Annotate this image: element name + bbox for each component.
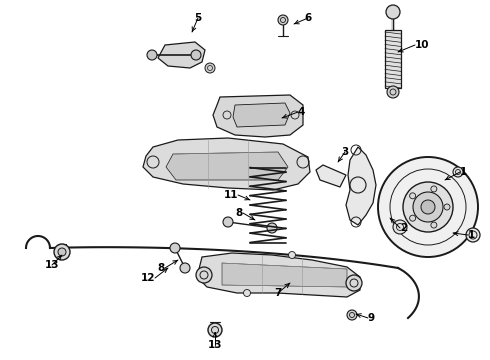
Circle shape: [431, 222, 437, 228]
Polygon shape: [158, 42, 205, 68]
Text: 7: 7: [274, 288, 282, 298]
Text: 6: 6: [304, 13, 312, 23]
Circle shape: [378, 157, 478, 257]
Text: 1: 1: [460, 167, 467, 177]
Circle shape: [170, 243, 180, 253]
Circle shape: [421, 200, 435, 214]
Circle shape: [413, 192, 443, 222]
Polygon shape: [143, 138, 310, 190]
Circle shape: [191, 50, 201, 60]
Circle shape: [444, 204, 450, 210]
Circle shape: [346, 275, 362, 291]
Circle shape: [58, 248, 66, 256]
Text: 8: 8: [158, 263, 165, 273]
Text: 9: 9: [368, 313, 375, 323]
Circle shape: [180, 263, 190, 273]
Circle shape: [208, 323, 222, 337]
Text: 12: 12: [141, 273, 155, 283]
Circle shape: [403, 182, 453, 232]
Circle shape: [466, 228, 480, 242]
Polygon shape: [222, 263, 347, 287]
Circle shape: [205, 63, 215, 73]
Circle shape: [431, 186, 437, 192]
Text: 11: 11: [223, 190, 238, 200]
Circle shape: [386, 5, 400, 19]
Circle shape: [393, 220, 407, 234]
Circle shape: [54, 244, 70, 260]
Circle shape: [347, 310, 357, 320]
Polygon shape: [233, 103, 290, 127]
Circle shape: [196, 267, 212, 283]
Circle shape: [289, 252, 295, 258]
Circle shape: [147, 50, 157, 60]
Text: 3: 3: [342, 147, 348, 157]
Polygon shape: [385, 30, 401, 88]
Text: 1: 1: [468, 230, 475, 240]
Polygon shape: [316, 165, 346, 187]
Circle shape: [410, 193, 416, 199]
Circle shape: [267, 223, 277, 233]
Circle shape: [278, 15, 288, 25]
Polygon shape: [197, 253, 360, 297]
Text: 8: 8: [236, 208, 243, 218]
Polygon shape: [166, 152, 288, 180]
Circle shape: [223, 217, 233, 227]
Text: 5: 5: [195, 13, 201, 23]
Circle shape: [387, 86, 399, 98]
Polygon shape: [346, 147, 376, 225]
Text: 13: 13: [208, 340, 222, 350]
Text: 4: 4: [298, 107, 305, 117]
Circle shape: [244, 289, 250, 297]
Circle shape: [453, 167, 463, 177]
Text: 2: 2: [400, 223, 407, 233]
Text: 13: 13: [45, 260, 59, 270]
Text: 10: 10: [415, 40, 430, 50]
Circle shape: [410, 215, 416, 221]
Polygon shape: [213, 95, 303, 137]
